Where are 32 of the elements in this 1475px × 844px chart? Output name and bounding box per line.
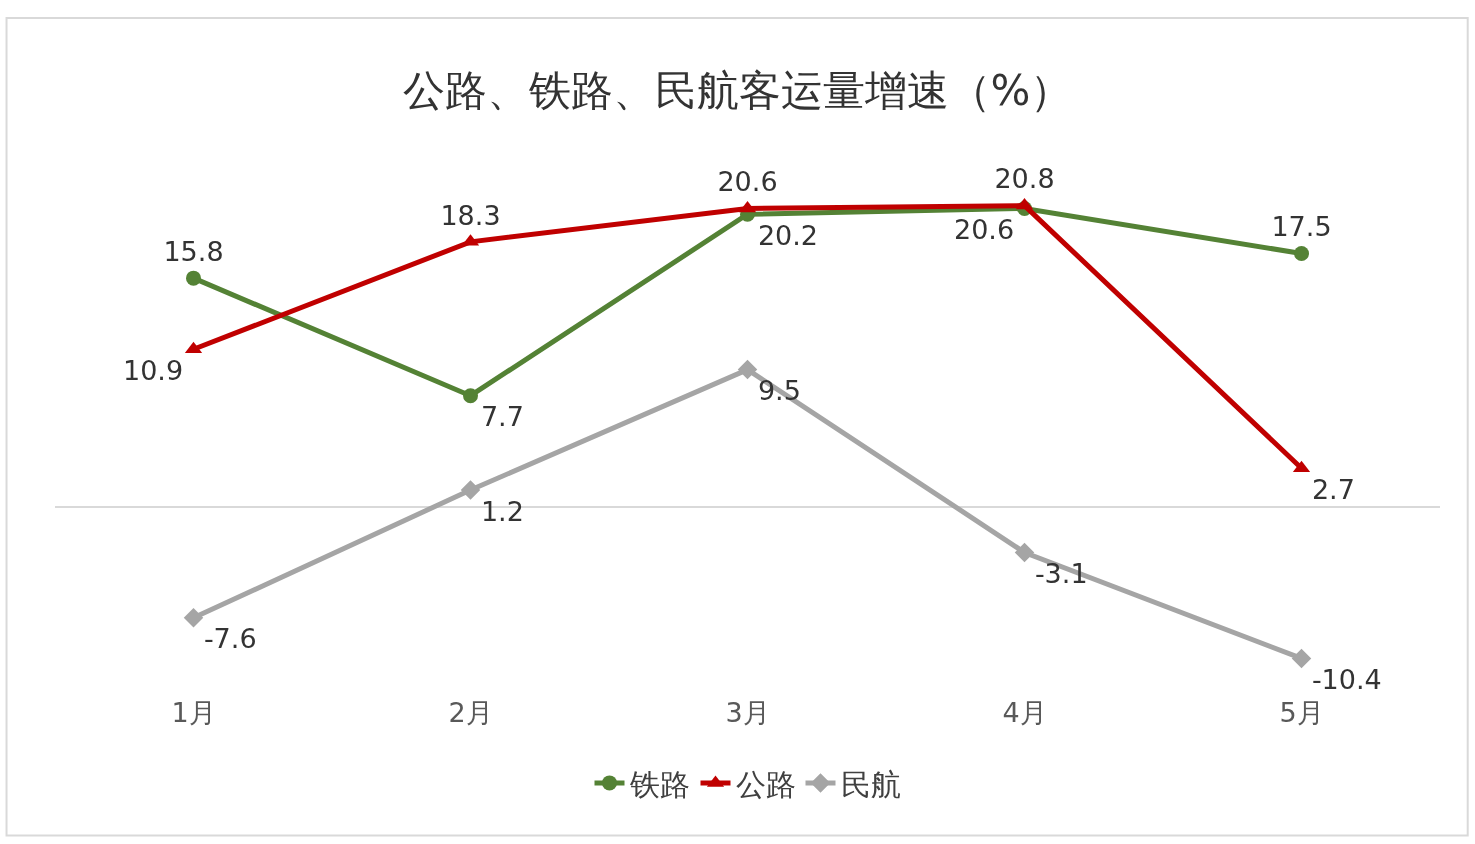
point: [1014, 542, 1035, 563]
data-label: 20.2: [757, 219, 818, 251]
data-label: 2.7: [1311, 473, 1355, 505]
data-label: 20.6: [717, 166, 778, 198]
point: [183, 608, 204, 628]
data-label: -3.1: [1034, 558, 1088, 590]
point: [737, 359, 758, 380]
legend-label: 公路: [735, 766, 796, 802]
data-label: 20.8: [994, 163, 1055, 195]
point: [460, 480, 481, 500]
legend-label: 民航: [840, 766, 901, 802]
point: [1294, 245, 1309, 261]
chart-title: 公路、铁路、民航客运量增速（%）: [402, 66, 1073, 116]
data-label: 18.3: [440, 199, 501, 231]
x-tick-label: 1月: [171, 697, 216, 728]
point: [463, 388, 478, 404]
x-tick-label: 4月: [1002, 697, 1047, 728]
data-label: 7.7: [480, 401, 524, 433]
data-label: 1.2: [480, 495, 524, 527]
data-label: -7.6: [203, 623, 257, 655]
point: [1291, 648, 1312, 669]
x-tick-label: 2月: [448, 697, 493, 728]
point: [186, 270, 201, 286]
x-tick-label: 3月: [725, 697, 770, 728]
data-label: 9.5: [757, 375, 801, 407]
legend-label: 铁路: [628, 766, 690, 802]
x-tick-label: 5月: [1279, 697, 1324, 728]
data-label: 20.6: [954, 214, 1015, 246]
data-label: -10.4: [1311, 664, 1382, 696]
data-label: 10.9: [123, 354, 184, 386]
data-label: 15.8: [163, 236, 224, 268]
data-label: 17.5: [1271, 211, 1332, 243]
